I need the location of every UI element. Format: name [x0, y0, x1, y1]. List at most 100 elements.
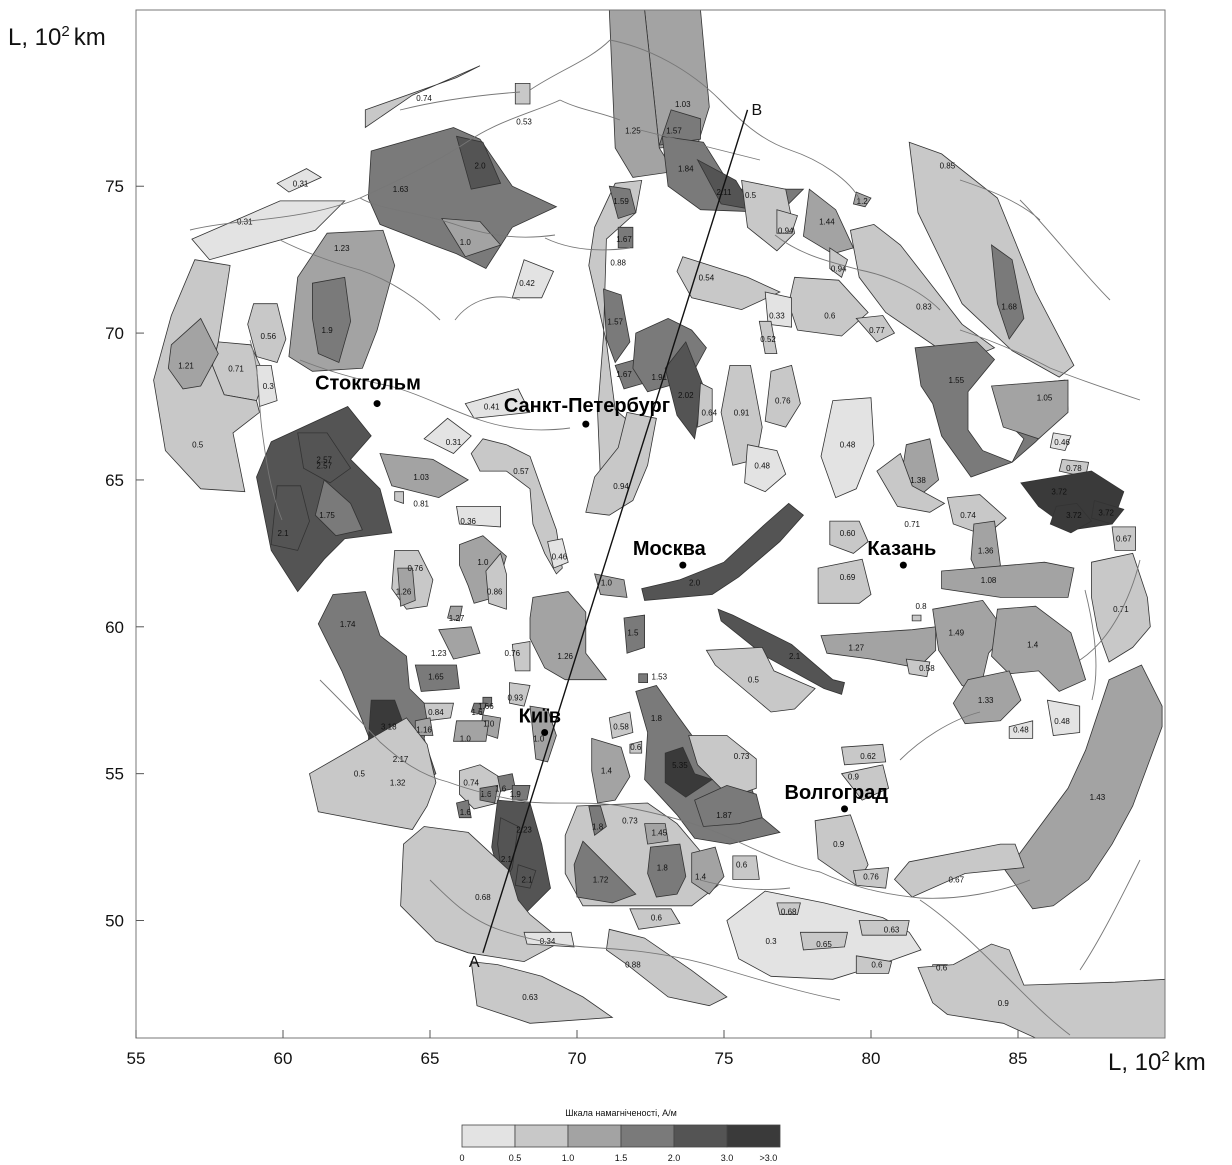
- region-value-label: 0.9: [998, 999, 1010, 1008]
- region-value-label: 1.57: [666, 126, 682, 135]
- region-value-label: 2.1: [277, 529, 289, 538]
- region-value-label: 0.31: [446, 438, 462, 447]
- region-value-label: 0.67: [949, 875, 965, 884]
- region: [167, 317, 219, 390]
- region-value-label: 1.2: [857, 197, 869, 206]
- region-value-label: 0.91: [734, 408, 750, 417]
- region-value-label: 0.84: [428, 708, 444, 717]
- region: [511, 641, 531, 672]
- region: [1111, 526, 1136, 551]
- region-value-label: 1.05: [1037, 394, 1053, 403]
- region: [855, 955, 893, 974]
- profile-end-label: B: [752, 102, 763, 119]
- region-value-label: 0.31: [237, 218, 253, 227]
- region-value-label: 1.03: [413, 473, 429, 482]
- region: [594, 573, 628, 598]
- region-value-label: 2.1: [501, 855, 513, 864]
- region-value-label: 3.72: [1051, 488, 1067, 497]
- region-value-label: 1.45: [652, 828, 668, 837]
- region: [573, 840, 637, 904]
- region-value-label: 2.02: [678, 391, 694, 400]
- region: [453, 720, 490, 742]
- y-tick-label: 60: [105, 618, 124, 637]
- region: [717, 608, 845, 695]
- region: [905, 658, 931, 678]
- region: [820, 626, 937, 669]
- y-tick-label: 65: [105, 471, 124, 490]
- region-value-label: 0.52: [760, 335, 776, 344]
- region-value-label: 0.48: [754, 461, 770, 470]
- legend-tick-label: 0.5: [509, 1153, 522, 1163]
- region: [608, 185, 637, 220]
- region: [941, 561, 1075, 598]
- region: [799, 931, 848, 951]
- region: [314, 479, 363, 537]
- region-value-label: 0.9: [833, 840, 845, 849]
- region-value-label: 0.42: [519, 279, 535, 288]
- x-tick-label: 75: [715, 1049, 734, 1068]
- region: [585, 411, 657, 516]
- region-value-label: 0.56: [261, 332, 277, 341]
- region: [511, 259, 555, 299]
- region-value-label: 1.38: [910, 476, 926, 485]
- region: [829, 520, 869, 554]
- legend: Шкала намагніченості, А/м 0 0.5 1.0 1.5 2.0 3…: [459, 1108, 781, 1163]
- region-value-label: 0.33: [769, 312, 785, 321]
- region: [529, 591, 608, 681]
- region-value-label: 0.68: [781, 908, 797, 917]
- region-value-label: 1.0: [533, 734, 545, 743]
- region: [705, 646, 816, 713]
- region-value-label: 1.8: [592, 823, 604, 832]
- city-label: Стокгольм: [315, 373, 421, 395]
- region-value-label: 0.88: [625, 961, 641, 970]
- region: [694, 784, 763, 827]
- region: [1008, 720, 1034, 739]
- region: [364, 65, 481, 129]
- region-value-label: 0.65: [816, 940, 832, 949]
- legend-swatch: [461, 1124, 516, 1148]
- region-value-label: 0.71: [1113, 605, 1129, 614]
- region: [297, 432, 352, 484]
- profile-line: [482, 109, 749, 954]
- y-axis-label: L, 102 km: [8, 23, 106, 51]
- region-value-label: 0.73: [622, 817, 638, 826]
- region-value-label: 0.85: [940, 162, 956, 171]
- region-value-label: 0.78: [1066, 464, 1082, 473]
- legend-swatch: [514, 1124, 569, 1148]
- region-value-label: 1.26: [557, 652, 573, 661]
- legend-swatch: [726, 1124, 781, 1148]
- region: [367, 127, 558, 270]
- city-label: Київ: [519, 706, 561, 728]
- region-value-label: 0.53: [516, 118, 532, 127]
- region: [455, 135, 502, 190]
- region: [470, 438, 563, 575]
- region-value-label: 0.64: [702, 408, 718, 417]
- region: [991, 605, 1087, 692]
- y-axis-label-exponent: 2: [61, 23, 69, 40]
- region: [547, 538, 569, 569]
- y-tick-label: 50: [105, 912, 124, 931]
- region: [758, 320, 778, 355]
- region: [776, 902, 801, 915]
- region: [270, 485, 310, 551]
- region: [508, 682, 531, 707]
- region-value-label: 1.6: [495, 784, 507, 793]
- region-value-label: 0.6: [824, 312, 836, 321]
- region-value-label: 1.44: [819, 218, 835, 227]
- region-value-label: 0.5: [192, 441, 204, 450]
- region-value-label: 1.27: [449, 614, 465, 623]
- region-value-label: 0.48: [1054, 717, 1070, 726]
- region: [400, 826, 564, 963]
- region: [676, 256, 781, 311]
- region-value-label: 1.68: [1001, 303, 1017, 312]
- city-marker: [373, 400, 381, 408]
- region-value-label: 0.48: [840, 441, 856, 450]
- region-value-label: 0.36: [460, 517, 476, 526]
- region: [423, 417, 472, 454]
- region: [644, 823, 669, 845]
- y-tick-label: 55: [105, 765, 124, 784]
- region-value-label: 1.63: [393, 185, 409, 194]
- region: [511, 785, 531, 801]
- x-axis-label: L, 102 km: [1108, 1048, 1206, 1076]
- region-value-label: 1.0: [460, 734, 472, 743]
